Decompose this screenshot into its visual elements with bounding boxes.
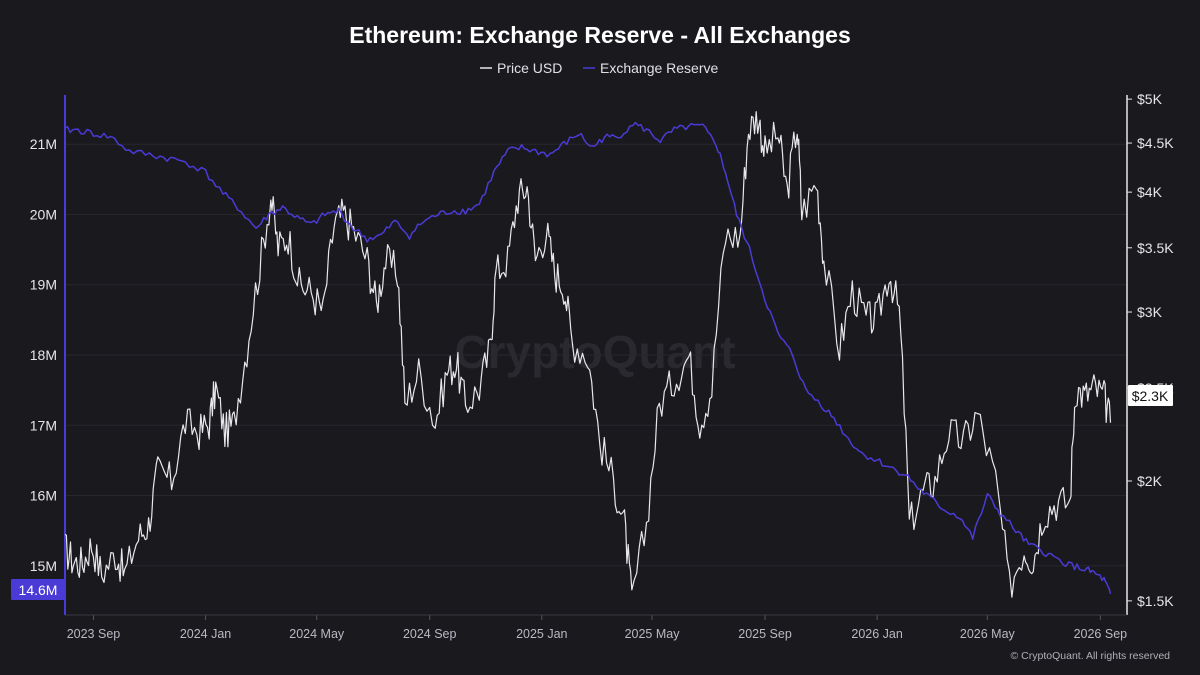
chart-title: Ethereum: Exchange Reserve - All Exchang…: [349, 22, 851, 48]
right-tick-label: $2K: [1137, 473, 1163, 489]
right-tick-label: $4.5K: [1137, 135, 1174, 151]
x-tick-label: 2025 May: [625, 627, 681, 641]
grid-lines: [65, 143, 1127, 567]
x-tick-label: 2026 Sep: [1074, 627, 1128, 641]
left-tick-label: 19M: [30, 277, 57, 293]
x-tick-label: 2025 Jan: [516, 627, 567, 641]
x-tick-label: 2024 Jan: [180, 627, 231, 641]
left-tick-label: 20M: [30, 206, 57, 222]
price-usd-line: [64, 111, 1112, 598]
watermark: CryptoQuant: [454, 326, 735, 378]
x-tick-label: 2023 Sep: [67, 627, 121, 641]
right-tick-label: $5K: [1137, 91, 1163, 107]
current-reserve-badge: 14.6M: [11, 579, 65, 600]
current-price-badge-bg: [1128, 385, 1173, 406]
left-tick-label: 15M: [30, 558, 57, 574]
left-tick-label: 17M: [30, 417, 57, 433]
x-tick-label: 2025 Sep: [738, 627, 792, 641]
current-price-badge: $2.3K: [1128, 385, 1173, 406]
right-tick-label: $3.5K: [1137, 240, 1174, 256]
exchange-reserve-line: [64, 121, 1112, 595]
x-tick-label: 2024 Sep: [403, 627, 457, 641]
current-price-value: $2.3K: [1132, 388, 1169, 404]
current-reserve-value: 14.6M: [19, 582, 58, 598]
copyright-notice: © CryptoQuant. All rights reserved: [1011, 650, 1171, 662]
x-tick-label: 2026 May: [960, 627, 1016, 641]
legend-label-reserve[interactable]: Exchange Reserve: [600, 60, 719, 76]
legend-label-price[interactable]: Price USD: [497, 60, 562, 76]
left-tick-label: 16M: [30, 488, 57, 504]
x-tick-label: 2024 May: [289, 627, 345, 641]
left-tick-label: 18M: [30, 347, 57, 363]
left-axis-ticks: 15M 16M 17M 18M 19M 20M 21M: [30, 136, 57, 574]
left-tick-label: 21M: [30, 136, 57, 152]
right-axis-ticks: $1.5K$2K$2.5K$3K$3.5K$4K$4.5K$5K: [1127, 91, 1174, 609]
x-axis-ticks: 2023 Sep 2024 Jan 2024 May 2024 Sep 2025 Jan…: [67, 615, 1127, 641]
series-layer: [64, 111, 1112, 598]
current-reserve-badge-bg: [11, 579, 65, 600]
x-tick-label: 2026 Jan: [851, 627, 902, 641]
right-tick-label: $3K: [1137, 304, 1163, 320]
legend[interactable]: Price USD Exchange Reserve: [480, 60, 719, 76]
right-tick-label: $1.5K: [1137, 593, 1174, 609]
right-tick-label: $4K: [1137, 184, 1163, 200]
